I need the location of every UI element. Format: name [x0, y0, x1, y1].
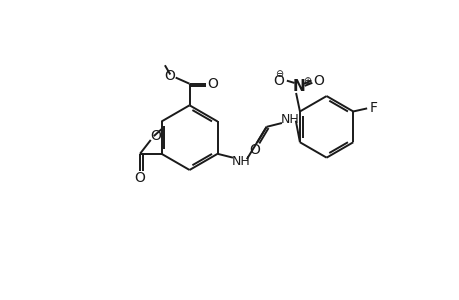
Text: O: O	[164, 69, 174, 83]
Text: NH: NH	[231, 155, 250, 168]
Text: O: O	[134, 171, 145, 185]
Text: ⊖: ⊖	[274, 69, 283, 79]
Text: O: O	[249, 143, 260, 157]
Text: N: N	[292, 79, 305, 94]
Text: NH: NH	[280, 113, 298, 126]
Text: O: O	[273, 74, 284, 88]
Text: ⊕: ⊕	[302, 76, 310, 86]
Text: O: O	[151, 129, 161, 143]
Text: O: O	[313, 74, 324, 88]
Text: O: O	[207, 77, 218, 91]
Text: F: F	[369, 101, 376, 116]
